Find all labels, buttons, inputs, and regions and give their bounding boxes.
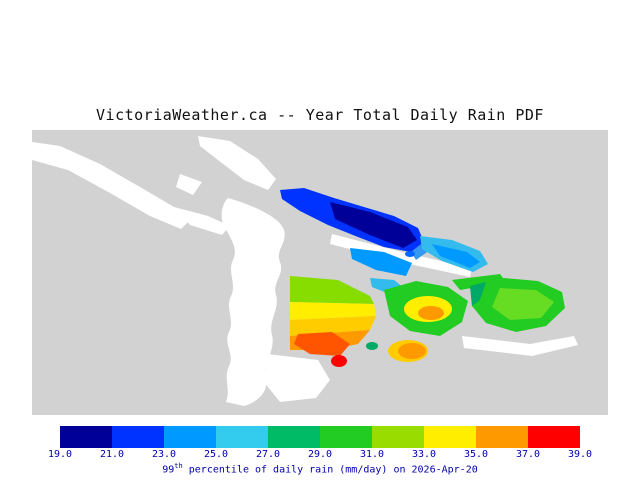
- colorbar-segment: [528, 426, 580, 448]
- caption-superscript: th: [174, 462, 183, 470]
- rain-region-teal-dot: [366, 342, 378, 350]
- rain-region-blue-dot: [405, 251, 415, 257]
- colorbar-caption: 99th percentile of daily rain (mm/day) o…: [0, 462, 640, 475]
- water-channel-nw: [32, 142, 190, 229]
- rain-region-east-green-bright: [492, 288, 554, 320]
- colorbar-segment: [164, 426, 216, 448]
- rain-fan-redorange-blob: [294, 332, 350, 356]
- water-channel-nw-branch: [174, 207, 230, 235]
- rain-contour-regions: [280, 188, 565, 367]
- colorbar-segment: [112, 426, 164, 448]
- colorbar-tick-label: 29.0: [307, 449, 333, 460]
- colorbar-tick-label: 27.0: [255, 449, 281, 460]
- colorbar-tick-label: 31.0: [359, 449, 385, 460]
- rain-fan-band-yellow: [290, 302, 376, 320]
- colorbar-ticks: 19.0 21.0 23.0 25.0 27.0 29.0 31.0 33.0 35.0 37.0…: [48, 449, 592, 461]
- colorbar-segment: [476, 426, 528, 448]
- colorbar-tick-label: 25.0: [203, 449, 229, 460]
- colorbar-segment: [424, 426, 476, 448]
- colorbar-segment: [216, 426, 268, 448]
- colorbar-segment: [320, 426, 372, 448]
- colorbar-tick-label: 19.0: [47, 449, 73, 460]
- rain-fan-band-yellowgreen: [290, 276, 374, 304]
- rain-region-navy-core: [330, 202, 417, 248]
- colorbar-segment: [60, 426, 112, 448]
- rain-region-crescent-core: [432, 244, 480, 268]
- caption-rest: percentile of daily rain (mm/day) on 202…: [182, 464, 478, 476]
- colorbar-tick-label: 37.0: [515, 449, 541, 460]
- water-mid-channel: [330, 234, 472, 277]
- rain-region-orange-ellipse: [398, 343, 426, 359]
- rain-region-green-strip: [452, 274, 506, 290]
- rain-fan-band-amber: [290, 316, 376, 336]
- colorbar: [60, 426, 580, 448]
- colorbar-tick-label: 23.0: [151, 449, 177, 460]
- colorbar-segment: [372, 426, 424, 448]
- colorbar-tick-label: 35.0: [463, 449, 489, 460]
- caption-prefix: 99: [162, 464, 175, 476]
- rain-region-cyan-island-1: [350, 248, 412, 276]
- page-title: VictoriaWeather.ca -- Year Total Daily R…: [96, 106, 544, 124]
- water-right-channel: [462, 336, 578, 356]
- colorbar-tick-label: 33.0: [411, 449, 437, 460]
- rain-map: [32, 130, 608, 415]
- water-south-bay: [264, 354, 330, 402]
- colorbar-tick-label: 21.0: [99, 449, 125, 460]
- water-central-inlet: [221, 198, 285, 406]
- water-top-islet: [176, 174, 202, 195]
- rain-map-svg: [32, 130, 608, 415]
- rain-region-east-teal-edge: [470, 282, 486, 306]
- water-top-island: [198, 136, 276, 190]
- rain-region-red-dot: [331, 355, 347, 367]
- colorbar-tick-label: 39.0: [567, 449, 593, 460]
- water-regions: [32, 136, 578, 406]
- rain-region-orange-core: [418, 306, 444, 320]
- colorbar-segment: [268, 426, 320, 448]
